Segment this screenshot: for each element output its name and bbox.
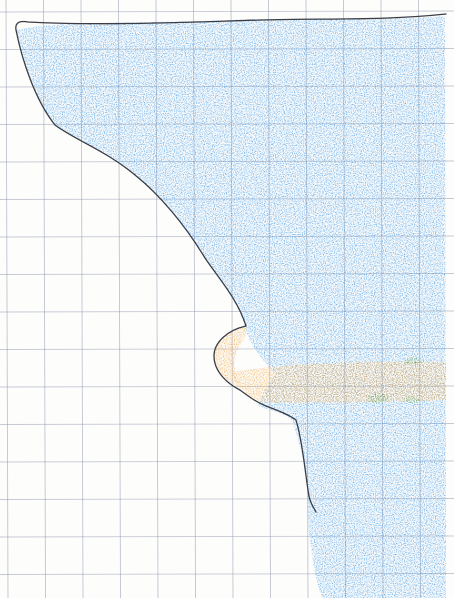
- grid-line-horizontal: [0, 10, 454, 13]
- grid-line-vertical: [5, 0, 9, 598]
- green-accent: [404, 396, 420, 404]
- orange-crescent: [214, 326, 247, 388]
- pencil-outline: [15, 13, 447, 513]
- green-accent: [404, 357, 422, 366]
- orange-band: [232, 361, 446, 403]
- green-accent: [368, 393, 390, 404]
- blue-shaded-region: [16, 16, 446, 598]
